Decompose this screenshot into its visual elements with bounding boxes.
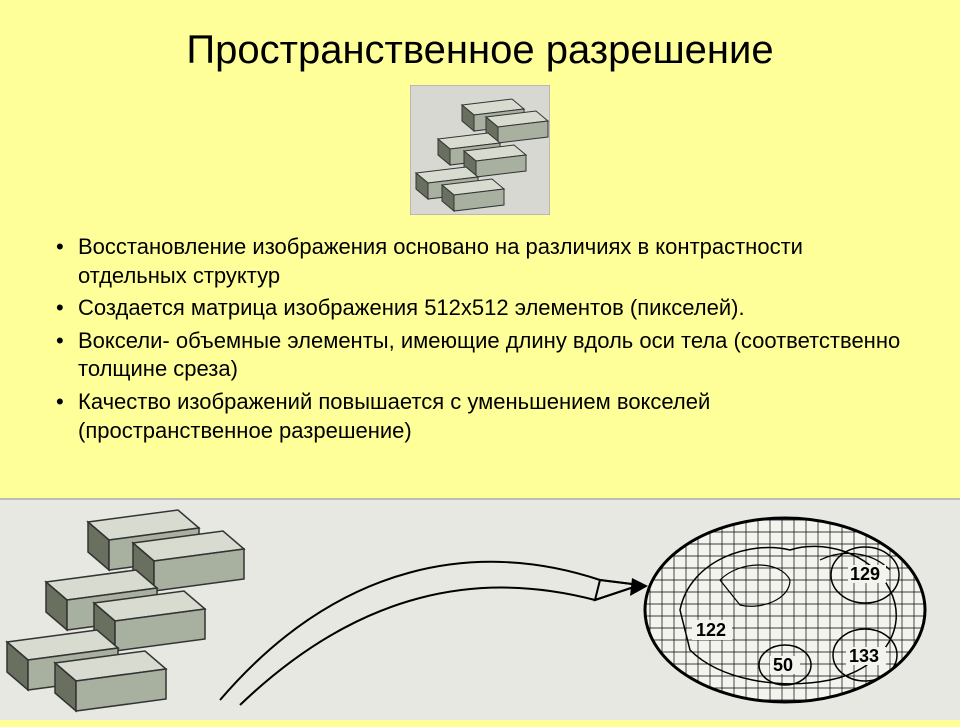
slide-title: Пространственное разрешение	[0, 0, 960, 85]
voxel-diagram-top	[410, 85, 550, 215]
brain-value: 50	[773, 655, 793, 675]
bullet-item: Качество изображений повышается с уменьш…	[50, 388, 910, 445]
brain-value: 129	[850, 564, 880, 584]
bullet-item: Воксели- объемные элементы, имеющие длин…	[50, 327, 910, 384]
bottom-illustration: 122 50 129 133	[0, 498, 960, 720]
brain-grid: 122 50 129 133	[640, 510, 940, 710]
brain-value: 122	[696, 620, 726, 640]
bullet-item: Создается матрица изображения 512х512 эл…	[50, 294, 910, 323]
bullet-list: Восстановление изображения основано на р…	[0, 233, 960, 445]
bullet-item: Восстановление изображения основано на р…	[50, 233, 910, 290]
arrow-icon	[220, 562, 648, 705]
brain-value: 133	[849, 646, 879, 666]
